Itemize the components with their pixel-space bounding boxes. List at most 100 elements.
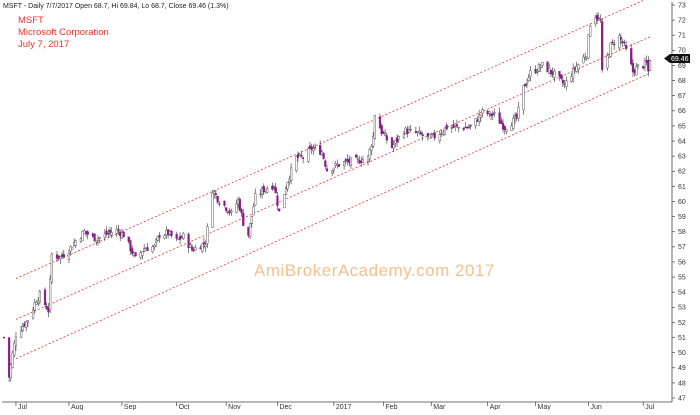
- candle: [390, 136, 394, 149]
- candle: [409, 125, 412, 132]
- candle: [13, 340, 16, 358]
- candle-body: [131, 248, 134, 254]
- candle-body: [252, 206, 255, 216]
- candle-body: [609, 42, 612, 57]
- candle-body: [619, 37, 623, 40]
- candle-body: [283, 194, 286, 209]
- x-tick-label: Dec: [279, 404, 292, 410]
- candle-body: [151, 246, 154, 253]
- candle: [582, 53, 585, 64]
- candle: [522, 85, 525, 115]
- candle: [134, 252, 137, 257]
- candle: [597, 12, 600, 20]
- y-tick-label: 70: [678, 48, 686, 55]
- candle-body: [356, 158, 359, 160]
- candle: [524, 83, 527, 87]
- candle-body: [274, 187, 277, 194]
- candle-body: [240, 209, 243, 214]
- candle-body: [8, 337, 11, 378]
- candle: [462, 127, 465, 132]
- y-tick-label: 47: [678, 395, 686, 402]
- candle-body: [43, 289, 47, 305]
- candle: [443, 127, 447, 136]
- candle-body: [204, 244, 207, 248]
- candle-body: [262, 186, 265, 193]
- candle: [238, 196, 241, 212]
- candle-body: [93, 233, 96, 242]
- candle: [25, 320, 28, 332]
- candle-body: [372, 135, 375, 147]
- candle-body: [230, 210, 233, 213]
- candle: [635, 62, 638, 76]
- candle: [218, 200, 221, 207]
- candle: [648, 59, 652, 71]
- candle: [546, 61, 549, 73]
- candle-body: [457, 127, 460, 129]
- candle-body: [242, 213, 245, 226]
- candle: [117, 224, 120, 236]
- candle-body: [491, 113, 494, 116]
- candle: [631, 59, 635, 77]
- candle: [572, 63, 575, 83]
- candle: [343, 160, 346, 170]
- candle-body: [541, 62, 544, 66]
- candle: [310, 143, 313, 155]
- candle-body: [74, 240, 77, 246]
- candle-body: [35, 302, 38, 305]
- candle: [250, 216, 253, 228]
- candle: [201, 242, 204, 254]
- candle: [175, 231, 178, 242]
- candle-body: [582, 56, 585, 64]
- candle: [479, 114, 482, 123]
- watermark: AmiBrokerAcademy.com 2017: [254, 261, 495, 280]
- candle: [146, 242, 149, 251]
- candle-body: [21, 326, 24, 331]
- candle: [618, 32, 621, 50]
- candle-body: [81, 231, 84, 242]
- candle-body: [122, 232, 125, 238]
- candle: [74, 239, 77, 249]
- candle: [274, 183, 277, 194]
- candle-body: [284, 188, 288, 195]
- candle-body: [599, 19, 602, 21]
- candle: [59, 256, 62, 265]
- candle-body: [623, 41, 626, 44]
- candle: [577, 63, 580, 74]
- candle-body: [397, 136, 400, 140]
- candle-body: [192, 249, 195, 252]
- candle-body: [108, 230, 112, 233]
- candle-body: [332, 167, 335, 171]
- candle-body: [26, 320, 30, 323]
- candle-body: [276, 195, 279, 206]
- candle: [539, 64, 542, 72]
- candle-body: [295, 155, 298, 172]
- candle-body: [33, 302, 36, 311]
- candle: [127, 236, 130, 244]
- x-tick-label: Nov: [228, 404, 241, 410]
- candle: [361, 155, 365, 163]
- candle: [129, 239, 132, 255]
- candle-body: [589, 25, 592, 37]
- candle: [643, 57, 647, 72]
- candle-body: [95, 239, 98, 243]
- candle-body: [107, 233, 110, 235]
- candle: [26, 320, 30, 328]
- candle-body: [19, 330, 23, 338]
- candle: [382, 130, 385, 135]
- candle-body: [190, 246, 194, 251]
- candle-body: [505, 129, 508, 132]
- candle: [249, 223, 252, 240]
- candle-body: [216, 196, 219, 203]
- candle-body: [594, 17, 597, 25]
- candle-body: [156, 236, 159, 241]
- candle: [254, 188, 257, 207]
- candle-body: [606, 54, 609, 69]
- candle-body: [561, 79, 564, 84]
- candle: [349, 157, 353, 169]
- candle: [204, 240, 207, 253]
- y-tick-label: 51: [678, 335, 686, 342]
- candle-body: [503, 126, 506, 130]
- candle: [407, 125, 411, 134]
- candle-body: [409, 129, 412, 131]
- candle-body: [373, 115, 376, 139]
